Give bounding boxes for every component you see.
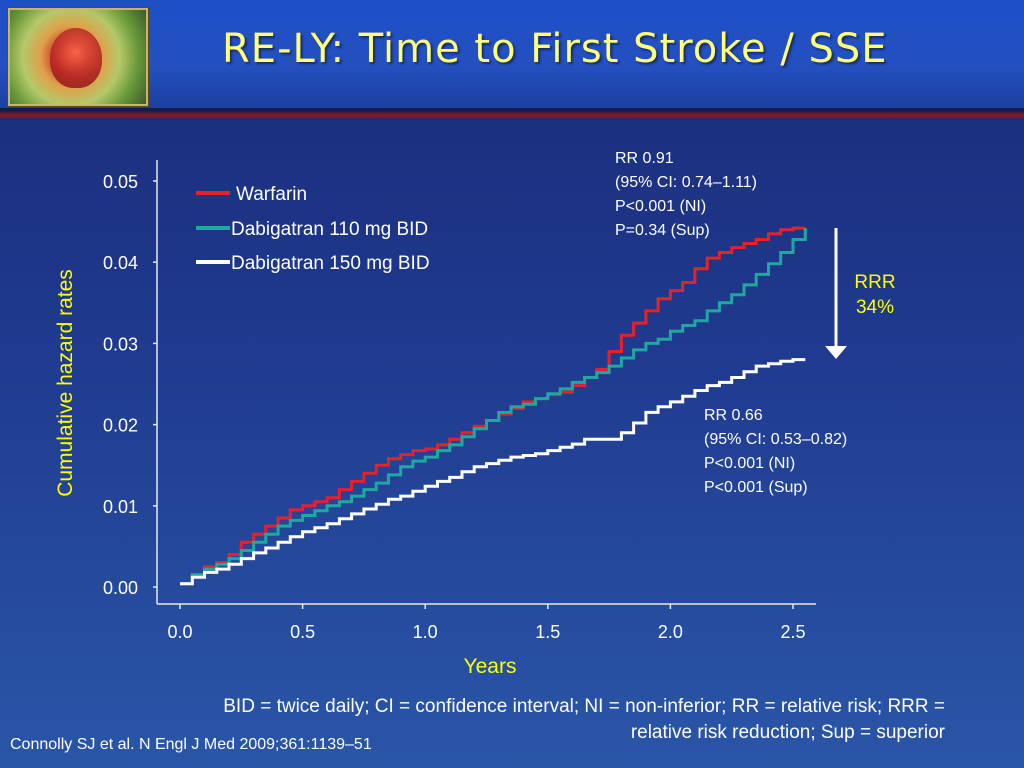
series-line-2 xyxy=(180,228,807,586)
legend-label-3: Dabigatran 150 mg BID xyxy=(231,253,430,274)
heart-logo-core xyxy=(50,28,102,88)
lower-stat-line: RR 0.66 xyxy=(704,407,763,424)
y-tick-label: 0.03 xyxy=(103,334,138,354)
lower-stat-line: P<0.001 (Sup) xyxy=(704,479,808,496)
y-tick-label: 0.01 xyxy=(103,497,138,517)
legend-label-2: Dabigatran 110 mg BID xyxy=(231,219,428,240)
abbreviation-line-1: BID = twice daily; CI = confidence inter… xyxy=(223,696,945,717)
upper-stat-line: RR 0.91 xyxy=(615,150,674,167)
lower-stat-line: (95% CI: 0.53–0.82) xyxy=(704,431,847,448)
x-tick-label: 0.0 xyxy=(167,622,192,642)
upper-stat-line: P=0.34 (Sup) xyxy=(615,222,710,239)
rrr-label: 34% xyxy=(856,297,894,318)
y-tick-label: 0.02 xyxy=(103,416,138,436)
legend-label-1: Warfarin xyxy=(236,184,307,205)
x-tick-label: 2.0 xyxy=(658,622,683,642)
x-tick-label: 1.5 xyxy=(535,622,560,642)
x-tick-label: 1.0 xyxy=(413,622,438,642)
y-tick-label: 0.04 xyxy=(103,253,138,273)
abbreviation-footnote: BID = twice daily; CI = confidence inter… xyxy=(60,694,945,746)
y-axis-title: Cumulative hazard rates xyxy=(54,269,77,497)
upper-stat-line: (95% CI: 0.74–1.11) xyxy=(615,174,757,191)
series-line-1 xyxy=(180,226,806,586)
lower-stat-line: P<0.001 (NI) xyxy=(704,455,795,472)
heart-logo-icon xyxy=(8,8,148,106)
upper-stat-line: P<0.001 (NI) xyxy=(615,198,706,215)
x-axis-title: Years xyxy=(464,655,517,678)
x-tick-label: 0.5 xyxy=(290,622,315,642)
citation: Connolly SJ et al. N Engl J Med 2009;361… xyxy=(10,736,372,753)
slide-title: RE-LY: Time to First Stroke / SSE xyxy=(222,26,888,72)
title-bar: RE-LY: Time to First Stroke / SSE xyxy=(0,0,1024,120)
rrr-arrow-head xyxy=(825,346,847,359)
abbreviation-line-2: relative risk reduction; Sup = superior xyxy=(630,722,945,743)
rrr-label: RRR xyxy=(854,272,895,293)
y-tick-label: 0.05 xyxy=(103,172,138,192)
y-tick-label: 0.00 xyxy=(103,578,138,598)
x-tick-label: 2.5 xyxy=(780,622,805,642)
series-line-3 xyxy=(180,358,806,586)
